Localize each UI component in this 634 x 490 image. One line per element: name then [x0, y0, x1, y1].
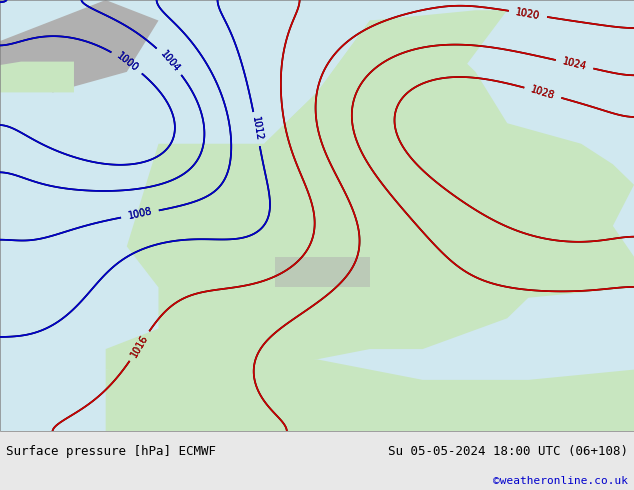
Text: 1004: 1004 — [158, 49, 181, 74]
Text: 1016: 1016 — [129, 333, 150, 359]
Polygon shape — [106, 359, 634, 431]
Text: 1012: 1012 — [250, 116, 264, 142]
Polygon shape — [0, 62, 74, 93]
Text: 1024: 1024 — [562, 56, 588, 72]
Polygon shape — [0, 0, 158, 93]
Text: 1028: 1028 — [529, 84, 556, 101]
Polygon shape — [106, 21, 634, 380]
Text: 1008: 1008 — [127, 207, 153, 221]
Text: 1024: 1024 — [562, 56, 588, 72]
Text: 1000: 1000 — [115, 51, 140, 74]
Text: 1016: 1016 — [129, 333, 150, 359]
Text: 1000: 1000 — [115, 51, 140, 74]
Text: ©weatheronline.co.uk: ©weatheronline.co.uk — [493, 476, 628, 486]
Text: 1004: 1004 — [158, 49, 181, 74]
Text: Su 05-05-2024 18:00 UTC (06+108): Su 05-05-2024 18:00 UTC (06+108) — [387, 445, 628, 458]
Text: 1012: 1012 — [250, 116, 264, 142]
Polygon shape — [275, 257, 370, 288]
Text: 1020: 1020 — [515, 7, 541, 21]
Text: 1028: 1028 — [529, 84, 556, 101]
Text: Surface pressure [hPa] ECMWF: Surface pressure [hPa] ECMWF — [6, 445, 216, 458]
Text: 1020: 1020 — [515, 7, 541, 21]
Polygon shape — [264, 10, 507, 154]
Text: 1008: 1008 — [127, 207, 153, 221]
